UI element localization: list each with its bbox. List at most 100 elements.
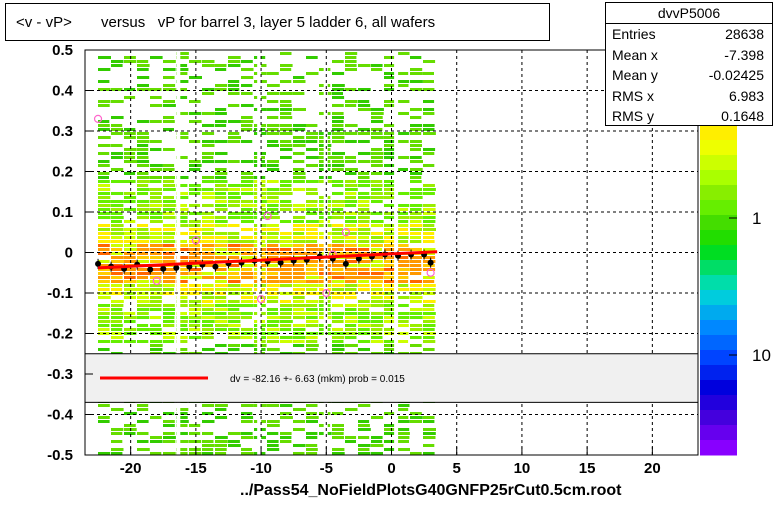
heatmap-cell	[163, 288, 175, 291]
heatmap-cell	[371, 244, 383, 247]
heatmap-cell	[189, 120, 202, 123]
heatmap-cell	[280, 260, 292, 263]
heatmap-cell	[306, 72, 319, 75]
heatmap-cell	[267, 108, 279, 111]
heatmap-cell	[111, 408, 124, 411]
heatmap-cell	[98, 160, 110, 163]
heatmap-cell	[228, 224, 240, 227]
heatmap-cell	[228, 236, 240, 239]
heatmap-cell	[137, 420, 149, 423]
heatmap-cell	[345, 188, 358, 191]
heatmap-cell	[293, 280, 306, 283]
heatmap-cell	[397, 156, 410, 159]
heatmap-cell	[397, 72, 409, 75]
heatmap-cell	[98, 224, 111, 227]
heatmap-cell	[293, 204, 306, 207]
color-bar-segment	[700, 350, 737, 366]
color-bar-segment	[700, 215, 737, 231]
heatmap-cell	[176, 64, 188, 67]
heatmap-cell	[215, 296, 227, 299]
heatmap-cell	[384, 348, 396, 351]
heatmap-cell	[345, 256, 357, 259]
color-bar-segment	[700, 155, 737, 171]
heatmap-cell	[332, 328, 344, 331]
heatmap-cell	[358, 216, 370, 219]
color-bar-segment	[700, 410, 737, 426]
heatmap-cell	[293, 408, 306, 411]
heatmap-cell	[306, 336, 318, 339]
heatmap-cell	[384, 204, 396, 207]
heatmap-cell	[176, 260, 189, 263]
heatmap-cell	[150, 176, 162, 179]
heatmap-cell	[137, 68, 149, 71]
heatmap-cell	[150, 252, 162, 255]
heatmap-cell	[423, 300, 436, 303]
heatmap-cell	[228, 92, 240, 95]
heatmap-cell	[371, 312, 384, 315]
heatmap-cell	[124, 232, 136, 235]
heatmap-cell	[306, 244, 318, 247]
heatmap-cell	[332, 276, 345, 279]
heatmap-cell	[293, 260, 306, 263]
heatmap-cell	[332, 348, 345, 351]
heatmap-cell	[371, 180, 383, 183]
heatmap-cell	[124, 320, 136, 323]
heatmap-cell	[410, 72, 423, 75]
heatmap-cell	[137, 296, 149, 299]
heatmap-cell	[150, 148, 162, 151]
heatmap-cell	[215, 316, 228, 319]
profile-point	[147, 266, 154, 273]
heatmap-cell	[228, 300, 240, 303]
heatmap-cell	[423, 336, 435, 339]
heatmap-cell	[150, 304, 162, 307]
heatmap-cell	[384, 172, 396, 175]
heatmap-cell	[306, 452, 318, 455]
heatmap-cell	[163, 320, 175, 323]
heatmap-cell	[358, 104, 371, 107]
heatmap-cell	[137, 256, 149, 259]
heatmap-cell	[176, 448, 188, 451]
heatmap-cell	[293, 312, 306, 315]
heatmap-cell	[163, 252, 175, 255]
heatmap-cell	[163, 272, 176, 275]
heatmap-cell	[384, 332, 396, 335]
profile-point	[186, 263, 193, 270]
heatmap-cell	[98, 268, 111, 271]
heatmap-cell	[137, 404, 149, 407]
heatmap-cell	[163, 440, 176, 443]
heatmap-cell	[111, 252, 123, 255]
heatmap-cell	[163, 100, 175, 103]
heatmap-cell	[358, 200, 370, 203]
heatmap-cell	[306, 252, 318, 255]
heatmap-cell	[423, 432, 436, 435]
heatmap-cell	[345, 200, 358, 203]
heatmap-cell	[384, 300, 397, 303]
heatmap-cell	[150, 308, 162, 311]
heatmap-cell	[202, 320, 215, 323]
heatmap-cell	[423, 328, 435, 331]
heatmap-cell	[410, 208, 422, 211]
heatmap-cell	[384, 312, 396, 315]
heatmap-cell	[137, 152, 149, 155]
heatmap-cell	[371, 136, 384, 139]
heatmap-cell	[345, 56, 357, 59]
heatmap-cell	[332, 340, 344, 343]
stats-value: 0.1648	[721, 108, 764, 124]
stats-row: Entries 28638	[606, 24, 772, 45]
heatmap-cell	[98, 252, 111, 255]
heatmap-cell	[176, 336, 188, 339]
heatmap-cell	[228, 104, 240, 107]
heatmap-cell	[215, 240, 228, 243]
heatmap-cell	[176, 220, 188, 223]
heatmap-cell	[306, 284, 319, 287]
heatmap-cell	[137, 440, 149, 443]
heatmap-cell	[267, 240, 280, 243]
heatmap-cell	[215, 200, 227, 203]
heatmap-cell	[228, 268, 240, 271]
heatmap-cell	[215, 112, 227, 115]
heatmap-cell	[358, 308, 370, 311]
heatmap-cell	[345, 304, 357, 307]
heatmap-cell	[228, 444, 241, 447]
heatmap-cell	[98, 208, 111, 211]
heatmap-cell	[241, 284, 254, 287]
